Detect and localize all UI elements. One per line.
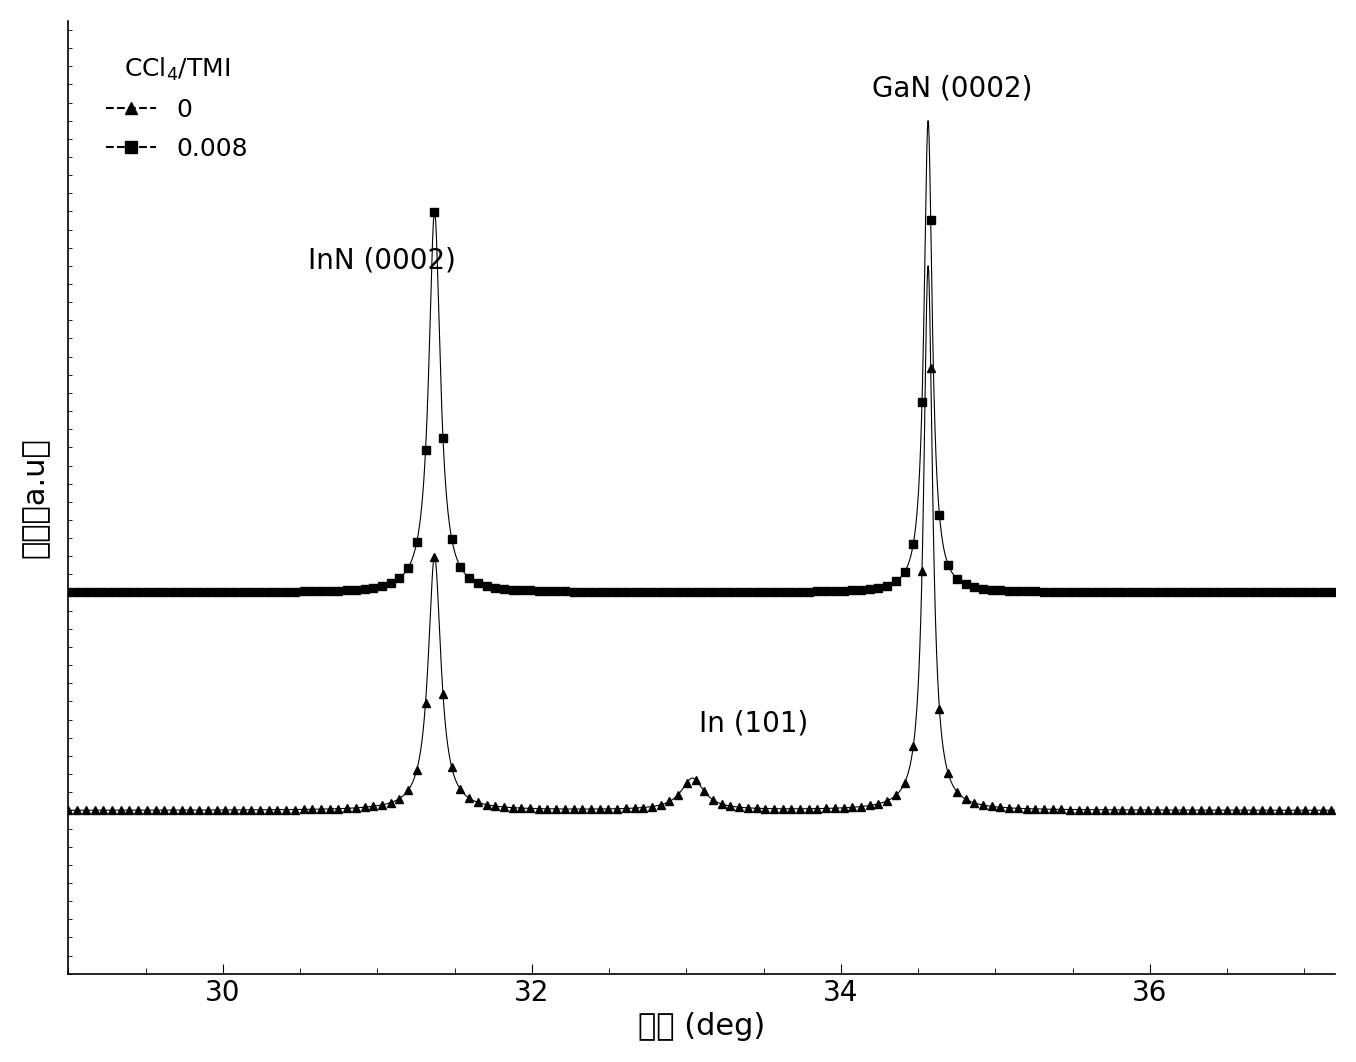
Text: InN (0002): InN (0002) xyxy=(308,247,456,275)
Legend: 0, 0.008: 0, 0.008 xyxy=(94,42,260,173)
Text: GaN (0002): GaN (0002) xyxy=(872,74,1032,103)
X-axis label: 角度 (deg): 角度 (deg) xyxy=(639,1012,765,1041)
Text: In (101): In (101) xyxy=(698,709,808,738)
Y-axis label: 强度（a.u）: 强度（a.u） xyxy=(20,436,50,558)
